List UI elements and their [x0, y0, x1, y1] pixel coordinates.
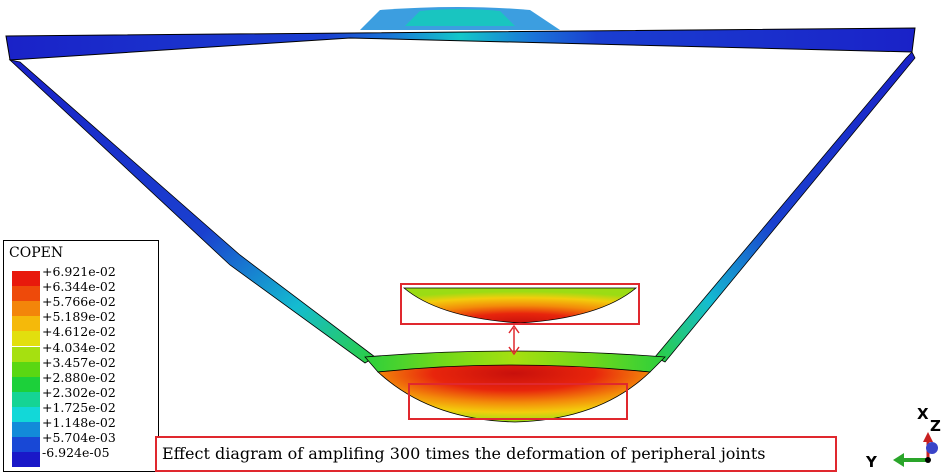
right-slope	[654, 51, 916, 363]
legend-row: +4.612e-02	[8, 324, 158, 347]
triad-z-label: Z	[930, 417, 941, 435]
legend-swatch	[12, 331, 40, 347]
legend-row: +5.766e-02	[8, 294, 158, 317]
magnified-box	[400, 283, 640, 325]
legend-row: -6.924e-05	[8, 445, 158, 468]
legend-swatch	[12, 406, 40, 422]
legend-row: +4.034e-02	[8, 340, 158, 362]
legend-row: +2.302e-02	[8, 385, 158, 407]
legend-row: +2.880e-02	[8, 370, 158, 392]
bottom-lens	[377, 364, 651, 423]
link-arrow	[508, 324, 520, 356]
legend-label: +2.302e-02	[42, 384, 116, 400]
legend-label: +4.612e-02	[42, 324, 116, 340]
legend-label: +5.189e-02	[42, 309, 116, 325]
legend-label: +5.766e-02	[42, 294, 116, 310]
legend-swatch	[12, 301, 40, 317]
orientation-triad	[893, 432, 938, 467]
legend-swatch	[12, 316, 40, 332]
legend-row: +5.704e-03	[8, 430, 158, 453]
legend-label: +3.457e-02	[42, 354, 116, 370]
legend-row: +1.725e-02	[8, 400, 158, 422]
legend-row: +6.921e-02	[8, 264, 158, 287]
legend-label: +6.344e-02	[42, 279, 116, 295]
legend-row: +1.148e-02	[8, 415, 158, 438]
legend-label: +5.704e-03	[42, 430, 116, 446]
legend-swatch	[12, 422, 40, 438]
legend-label: +6.921e-02	[42, 264, 116, 279]
legend-swatch	[12, 286, 40, 302]
legend-row: +5.189e-02	[8, 309, 158, 332]
triad-y-label: Y	[866, 453, 877, 471]
legend-swatch	[12, 437, 40, 453]
legend-swatch	[12, 361, 40, 377]
legend: COPEN +6.921e-02 +6.344e-02 +5.766e-02 +5.1…	[3, 240, 159, 472]
legend-label: -6.924e-05	[42, 445, 110, 461]
legend-swatch	[12, 376, 40, 392]
legend-row: +3.457e-02	[8, 355, 158, 377]
dam-crest	[5, 27, 916, 61]
legend-label: +1.725e-02	[42, 399, 116, 415]
legend-swatch	[12, 391, 40, 407]
legend-swatch	[12, 346, 40, 362]
legend-label: +2.880e-02	[42, 369, 116, 385]
legend-swatch	[12, 452, 40, 468]
caption-box: Effect diagram of amplifing 300 times th…	[155, 436, 837, 472]
top-lens	[402, 287, 638, 324]
legend-row: +6.344e-02	[8, 279, 158, 302]
triad-x-label: X	[917, 405, 929, 423]
legend-title: COPEN	[9, 245, 64, 261]
legend-label: +4.034e-02	[42, 339, 116, 355]
joint-box	[408, 383, 628, 420]
legend-swatch	[12, 271, 40, 287]
legend-label: +1.148e-02	[42, 415, 116, 430]
